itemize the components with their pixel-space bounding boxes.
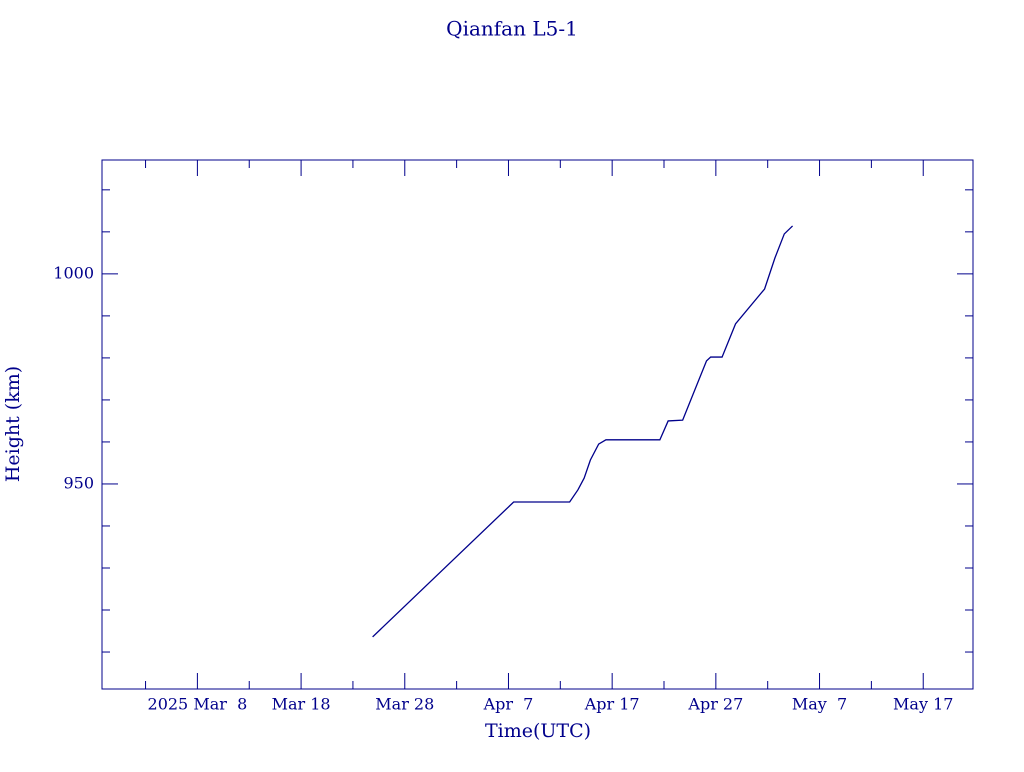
x-tick-label: Apr 7 xyxy=(483,695,534,714)
x-tick-label: May 7 xyxy=(792,695,847,714)
y-tick-label: 1000 xyxy=(53,263,94,282)
x-tick-label: Mar 28 xyxy=(375,695,434,714)
chart-title: Qianfan L5-1 xyxy=(446,17,578,41)
plot-frame xyxy=(101,159,974,690)
y-tick-label: 950 xyxy=(63,473,94,492)
data-line xyxy=(372,225,794,638)
x-tick-label: 2025 Mar 8 xyxy=(148,695,248,714)
x-axis-label: Time(UTC) xyxy=(485,720,591,742)
x-tick-label: Mar 18 xyxy=(272,695,331,714)
y-axis-label: Height (km) xyxy=(2,366,24,482)
x-tick-label: May 17 xyxy=(893,695,953,714)
x-tick-label: Apr 17 xyxy=(584,695,640,714)
x-tick-label: Apr 27 xyxy=(687,695,743,714)
